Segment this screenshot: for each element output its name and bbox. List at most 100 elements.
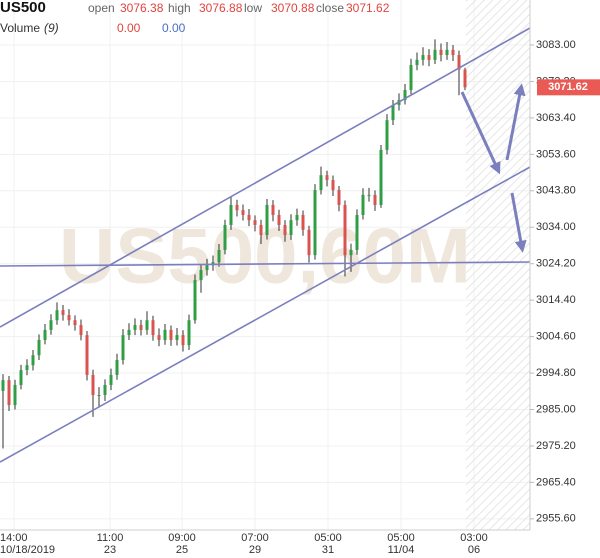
ohlc-label: close <box>316 1 344 15</box>
candle-body <box>409 65 413 91</box>
y-tick-label: 2985.00 <box>536 403 576 415</box>
candle-body <box>403 90 407 101</box>
y-tick-label: 3043.80 <box>536 185 576 197</box>
candle-body <box>1 380 5 391</box>
candle-body <box>217 249 221 263</box>
x-tick-date: 23 <box>104 544 116 556</box>
y-tick-label: 2955.60 <box>536 513 576 525</box>
drawings <box>0 27 531 463</box>
x-tick-date: 11/04 <box>388 544 415 556</box>
header: US500 open 3076.38 high 3076.88 low 3070… <box>0 0 390 35</box>
y-tick-label: 3063.40 <box>536 112 576 124</box>
y-tick-label: 3014.40 <box>536 294 576 306</box>
y-tick-label: 2965.40 <box>536 476 576 488</box>
x-tick-date: 31 <box>322 544 334 556</box>
ohlc-label: high <box>168 1 191 15</box>
x-tick-date: 29 <box>249 544 261 556</box>
indicator-value: 0.00 <box>162 21 186 35</box>
candle-body <box>295 214 299 221</box>
last-price-label: 3071.62 <box>548 81 588 93</box>
candle-body <box>367 194 371 196</box>
candle-body <box>37 339 41 356</box>
candle-body <box>265 204 269 236</box>
symbol: US500 <box>0 0 46 16</box>
candle-body <box>253 220 257 226</box>
candle-body <box>157 335 161 340</box>
candle-body <box>127 329 131 336</box>
candle-body <box>43 329 47 340</box>
candle-body <box>247 214 251 221</box>
candle-body <box>421 55 425 60</box>
future-area <box>466 0 530 530</box>
candle-body <box>415 59 419 66</box>
candle-body <box>13 384 17 406</box>
channel-upper <box>0 27 531 328</box>
candle-body <box>181 335 185 346</box>
candle-body <box>301 214 305 230</box>
candle-body <box>289 220 293 236</box>
x-tick-label: 09:00 <box>168 532 196 544</box>
arrow <box>510 192 527 253</box>
candle-body <box>349 249 353 256</box>
x-tick-label: 05:00 <box>314 532 342 544</box>
watermark: US500,60M <box>59 212 471 300</box>
ohlc-value: 3076.38 <box>120 1 164 15</box>
candle-body <box>91 374 95 395</box>
candle-body <box>259 225 263 236</box>
candle-body <box>235 204 239 211</box>
ohlc-value: 3076.88 <box>199 1 243 15</box>
candle-body <box>7 380 11 406</box>
candle-body <box>205 265 209 271</box>
x-tick-label: 03:00 <box>460 532 488 544</box>
candle-body <box>31 355 35 366</box>
candle-body <box>463 69 467 88</box>
candle-body <box>121 335 125 361</box>
candle-body <box>187 320 191 346</box>
arrow <box>505 83 526 161</box>
ohlc-value: 3071.62 <box>346 1 390 15</box>
x-tick-label: 05:00 <box>387 532 415 544</box>
candle-body <box>25 365 29 371</box>
candle-body <box>439 49 443 56</box>
candle-body <box>433 49 437 60</box>
candle-body <box>427 55 431 60</box>
candle-body <box>385 120 389 150</box>
candle-body <box>193 280 197 321</box>
candle-body <box>145 320 149 330</box>
indicator-name: Volume <box>0 21 40 35</box>
candle-body <box>55 310 59 321</box>
indicator-value: 0.00 <box>117 21 141 35</box>
candle-body <box>175 335 179 340</box>
candle-body <box>19 370 23 385</box>
candle-body <box>103 384 107 395</box>
ohlc-label: low <box>244 1 262 15</box>
candle-body <box>355 214 359 250</box>
candle-body <box>133 325 137 330</box>
x-tick-label: 14:00 <box>0 532 28 544</box>
y-tick-label: 3034.00 <box>536 221 576 233</box>
candle-body <box>373 194 377 205</box>
candle-body <box>229 204 233 226</box>
candle-body <box>319 175 323 191</box>
y-tick-label: 3004.60 <box>536 331 576 343</box>
candle-body <box>277 214 281 226</box>
candle-body <box>361 194 365 215</box>
candle-body <box>169 329 173 340</box>
candle-body <box>283 225 287 236</box>
candle-body <box>163 329 167 340</box>
candle-body <box>109 374 113 385</box>
candle-body <box>325 175 329 181</box>
candle-body <box>379 149 383 205</box>
y-tick-label: 3024.20 <box>536 258 576 270</box>
candle-body <box>115 360 119 375</box>
y-tick-label: 2994.80 <box>536 367 576 379</box>
x-tick-label: 11:00 <box>97 532 124 544</box>
candle-body <box>307 229 311 256</box>
candle-body <box>79 325 83 336</box>
candle-body <box>151 320 155 336</box>
candle-body <box>331 180 335 191</box>
y-tick-label: 3083.00 <box>536 39 576 51</box>
candle-body <box>61 310 65 316</box>
candle-body <box>223 225 227 250</box>
